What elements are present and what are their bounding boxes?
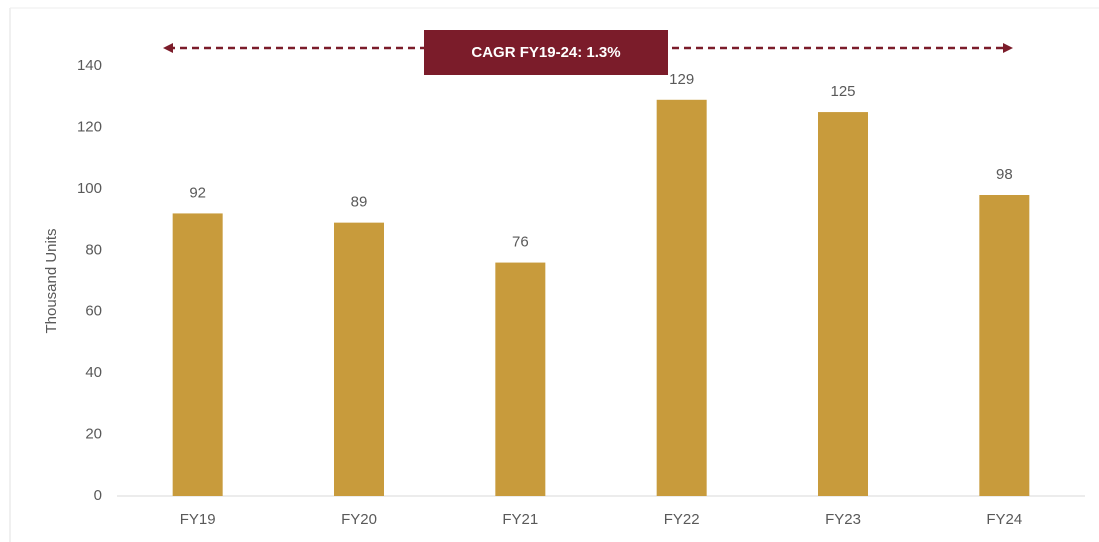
x-tick-label: FY19 (180, 511, 216, 528)
data-label: 89 (351, 194, 368, 211)
x-tick-label: FY24 (986, 511, 1022, 528)
bar (172, 213, 223, 496)
y-tick-label: 120 (77, 118, 102, 135)
bar (656, 99, 707, 497)
x-tick-label: FY22 (664, 511, 700, 528)
data-label: 125 (830, 83, 855, 100)
y-tick-label: 20 (85, 426, 102, 443)
x-tick-label: FY21 (502, 511, 538, 528)
y-tick-label: 100 (77, 180, 102, 197)
x-tick-label: FY23 (825, 511, 861, 528)
data-label: 92 (189, 184, 206, 201)
y-tick-label: 0 (94, 487, 102, 504)
cagr-label: CAGR FY19-24: 1.3% (471, 44, 620, 61)
bar (818, 112, 868, 497)
cagr-box (424, 30, 668, 75)
y-tick-label: 40 (85, 364, 102, 381)
data-label: 98 (996, 166, 1013, 183)
y-tick-label: 140 (77, 57, 102, 74)
data-label: 129 (669, 71, 694, 88)
bar (495, 262, 546, 496)
bar (334, 222, 384, 496)
y-tick-label: 60 (85, 303, 102, 320)
bar (979, 195, 1030, 496)
y-axis-label: Thousand Units (43, 228, 60, 333)
y-tick-label: 80 (85, 241, 102, 258)
data-label: 76 (512, 234, 529, 251)
x-tick-label: FY20 (341, 511, 377, 528)
